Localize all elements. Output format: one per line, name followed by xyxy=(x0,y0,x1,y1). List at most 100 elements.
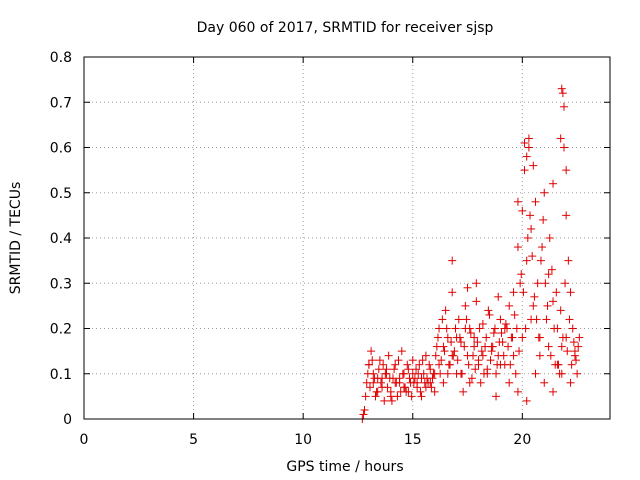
data-point xyxy=(556,306,565,315)
data-point xyxy=(359,410,368,419)
data-point xyxy=(443,333,452,342)
data-point xyxy=(453,356,462,365)
data-point xyxy=(485,310,494,319)
data-point xyxy=(549,179,558,188)
data-point xyxy=(430,369,439,378)
data-point xyxy=(546,351,555,360)
data-point xyxy=(421,351,430,360)
data-point xyxy=(470,333,479,342)
data-point xyxy=(518,206,527,215)
data-point xyxy=(375,356,384,365)
data-point xyxy=(538,243,547,252)
data-point xyxy=(398,369,407,378)
data-point xyxy=(530,292,539,301)
data-point xyxy=(472,297,481,306)
data-point xyxy=(505,301,514,310)
x-tick-label: 5 xyxy=(189,432,198,448)
data-point xyxy=(425,360,434,369)
data-point xyxy=(460,342,469,351)
data-point xyxy=(556,134,565,143)
data-point xyxy=(519,288,528,297)
data-point xyxy=(541,279,550,288)
data-point xyxy=(549,297,558,306)
data-point xyxy=(544,270,553,279)
data-point xyxy=(558,89,567,98)
data-point xyxy=(567,360,576,369)
data-point xyxy=(391,378,400,387)
data-point xyxy=(451,324,460,333)
data-point xyxy=(374,365,383,374)
y-tick-label: 0.5 xyxy=(50,186,72,202)
data-point xyxy=(368,356,377,365)
data-point xyxy=(448,288,457,297)
data-point xyxy=(505,378,514,387)
data-point xyxy=(490,324,499,333)
data-point xyxy=(459,387,468,396)
data-point xyxy=(562,166,571,175)
data-point xyxy=(565,315,574,324)
data-point xyxy=(510,310,519,319)
data-point xyxy=(509,351,518,360)
data-point xyxy=(482,333,491,342)
data-point xyxy=(384,351,393,360)
data-point xyxy=(533,279,542,288)
data-point xyxy=(544,342,553,351)
data-point xyxy=(466,329,475,338)
data-point xyxy=(536,256,545,265)
data-point xyxy=(467,374,476,383)
data-point xyxy=(521,324,530,333)
data-point xyxy=(364,360,373,369)
data-point xyxy=(450,347,459,356)
data-point xyxy=(566,288,575,297)
data-point xyxy=(421,383,430,392)
data-point xyxy=(508,333,517,342)
data-point xyxy=(363,369,372,378)
data-point xyxy=(550,324,559,333)
data-point xyxy=(527,315,536,324)
data-point xyxy=(569,338,578,347)
data-point xyxy=(380,396,389,405)
data-point xyxy=(557,369,566,378)
data-point xyxy=(360,405,369,414)
data-point xyxy=(386,392,395,401)
data-point xyxy=(572,356,581,365)
data-point xyxy=(426,365,435,374)
y-tick-label: 0.4 xyxy=(50,231,72,247)
data-point xyxy=(471,365,480,374)
data-point xyxy=(540,188,549,197)
data-point xyxy=(442,324,451,333)
data-point xyxy=(492,392,501,401)
data-point xyxy=(473,338,482,347)
data-point xyxy=(396,387,405,396)
data-point xyxy=(526,211,535,220)
data-point xyxy=(540,378,549,387)
data-point xyxy=(382,369,391,378)
data-point xyxy=(516,279,525,288)
data-point xyxy=(470,342,479,351)
data-point xyxy=(448,351,457,360)
data-point xyxy=(492,369,501,378)
data-point xyxy=(439,342,448,351)
data-point xyxy=(513,387,522,396)
data-point xyxy=(474,360,483,369)
data-point xyxy=(387,396,396,405)
data-point xyxy=(437,356,446,365)
data-point xyxy=(443,369,452,378)
data-point xyxy=(495,338,504,347)
data-point xyxy=(441,306,450,315)
data-point xyxy=(513,197,522,206)
data-point xyxy=(512,324,521,333)
data-point xyxy=(403,360,412,369)
data-point xyxy=(478,319,487,328)
data-point xyxy=(454,315,463,324)
data-point xyxy=(415,360,424,369)
data-point xyxy=(367,347,376,356)
data-point xyxy=(549,387,558,396)
data-point xyxy=(523,234,532,242)
x-axis-label: GPS time / hours xyxy=(286,459,403,475)
data-point xyxy=(520,166,529,175)
data-point xyxy=(539,215,548,224)
data-point xyxy=(404,365,413,374)
data-point xyxy=(499,351,508,360)
